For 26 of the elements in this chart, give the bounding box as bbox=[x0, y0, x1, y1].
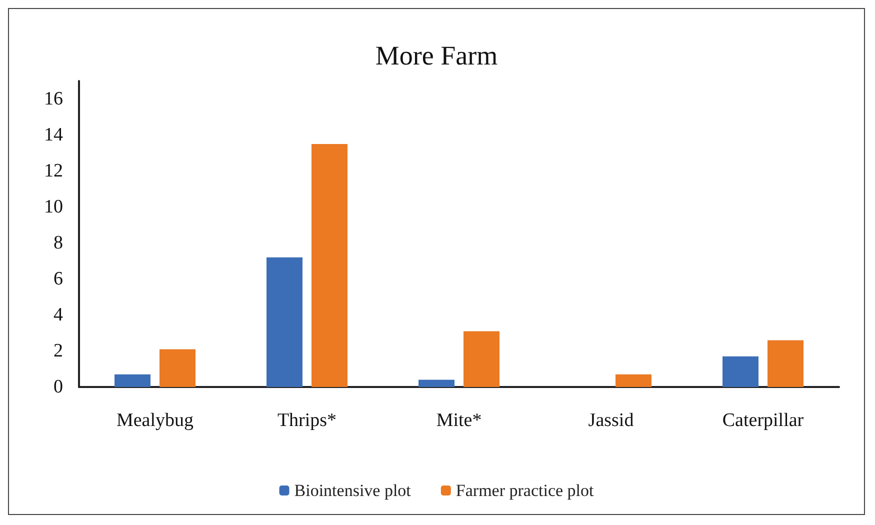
bar bbox=[266, 257, 302, 387]
y-tick-label: 2 bbox=[54, 340, 63, 362]
bar bbox=[464, 331, 500, 387]
y-tick-label: 16 bbox=[44, 88, 63, 110]
legend-label: Farmer practice plot bbox=[456, 481, 594, 500]
x-tick-label: Jassid bbox=[588, 410, 634, 431]
bar bbox=[160, 349, 196, 387]
bar bbox=[312, 144, 348, 387]
x-tick-label: Mite* bbox=[436, 410, 482, 431]
bar bbox=[768, 340, 804, 387]
bar bbox=[722, 356, 758, 387]
bar bbox=[114, 374, 150, 387]
y-tick-label: 0 bbox=[54, 376, 63, 398]
bar bbox=[418, 380, 454, 387]
y-tick-label: 10 bbox=[44, 196, 63, 218]
x-tick-label: Caterpillar bbox=[722, 410, 804, 431]
x-tick-label: Mealybug bbox=[116, 410, 194, 431]
chart-title: More Farm bbox=[375, 40, 498, 70]
y-tick-label: 6 bbox=[54, 268, 63, 290]
bar bbox=[616, 374, 652, 387]
y-tick-label: 14 bbox=[44, 124, 64, 146]
y-tick-label: 4 bbox=[54, 304, 64, 326]
x-tick-label: Thrips* bbox=[277, 410, 337, 431]
legend-label: Biointensive plot bbox=[294, 481, 412, 500]
y-tick-label: 8 bbox=[54, 232, 63, 254]
y-tick-label: 12 bbox=[44, 160, 63, 182]
